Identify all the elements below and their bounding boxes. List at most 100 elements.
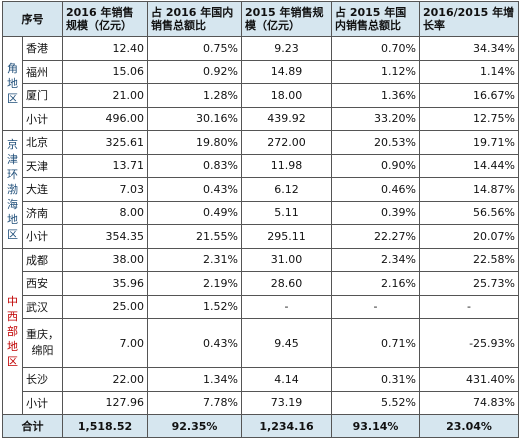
region-name: 京津环渤海地区 (7, 137, 18, 241)
header-seq: 序号 (2, 1, 63, 37)
sales-2016-cell: 13.71 (62, 153, 148, 178)
table-row: 角地区 香港 12.40 0.75% 9.23 0.70% 34.34% (2, 36, 519, 131)
header-2015-share: 占 2015 年国内销售总额比 (331, 1, 420, 37)
share-2015-cell: 2.34% (331, 247, 420, 272)
sales-2015-cell: 9.23 (241, 36, 332, 61)
city-cell: 小计 (22, 390, 63, 415)
growth-cell: 25.73% (419, 271, 519, 296)
table-row: 济南 8.00 0.49% 5.11 0.39% 56.56% (3, 200, 519, 225)
growth-cell: 34.34% (419, 36, 519, 61)
sales-2015-cell: 73.19 (241, 390, 332, 415)
share-2016-cell: 7.78% (147, 390, 242, 415)
table-row: 厦门 21.00 1.28% 18.00 1.36% 16.67% (3, 83, 519, 108)
sales-2015-cell: 14.89 (241, 59, 332, 84)
share-2016-cell: 1.52% (147, 294, 242, 319)
sales-2015-cell: 28.60 (241, 271, 332, 296)
city-cell: 福州 (22, 59, 63, 84)
sales-2015-cell: 31.00 (241, 247, 332, 272)
city-cell: 天津 (22, 153, 63, 178)
sales-2015-cell: 295.11 (241, 224, 332, 249)
growth-cell: 12.75% (419, 106, 519, 131)
total-label: 合计 (2, 414, 63, 438)
sales-2016-cell: 12.40 (62, 36, 148, 61)
region-label: 角地区 (2, 36, 23, 131)
share-2016-cell: 0.75% (147, 36, 242, 61)
city-cell: 小计 (22, 106, 63, 131)
table-row: 西安 35.96 2.19% 28.60 2.16% 25.73% (3, 271, 519, 296)
share-2015-cell: 5.52% (331, 390, 420, 415)
sales-2015-cell: 18.00 (241, 83, 332, 108)
table-row: 京津环渤海地区 北京 325.61 19.80% 272.00 20.53% 1… (2, 130, 519, 249)
sales-2016-cell: 325.61 (62, 130, 148, 155)
growth-cell: 16.67% (419, 83, 519, 108)
growth-cell: 14.87% (419, 177, 519, 202)
share-2015-cell: 33.20% (331, 106, 420, 131)
growth-cell: 19.71% (419, 130, 519, 155)
sales-2016-cell: 354.35 (62, 224, 148, 249)
share-2016-cell: 0.83% (147, 153, 242, 178)
sales-2016-cell: 21.00 (62, 83, 148, 108)
sales-2015-cell: 11.98 (241, 153, 332, 178)
header-2015-sales: 2015 年销售规模（亿元） (241, 1, 332, 37)
subtotal-row: 小计 127.96 7.78% 73.19 5.52% 74.83% (3, 390, 519, 415)
table-row: 天津 13.71 0.83% 11.98 0.90% 14.44% (3, 153, 519, 178)
subtotal-row: 小计 496.00 30.16% 439.92 33.20% 12.75% (3, 106, 519, 131)
city-cell: 厦门 (22, 83, 63, 108)
share-2015-cell: 0.71% (331, 318, 420, 368)
share-2016-cell: 1.28% (147, 83, 242, 108)
city-cell: 小计 (22, 224, 63, 249)
city-cell: 济南 (22, 200, 63, 225)
total-sales-2016: 1,518.52 (62, 414, 148, 438)
share-2015-cell: - (331, 294, 420, 319)
city-cell: 大连 (22, 177, 63, 202)
sales-2015-cell: 439.92 (241, 106, 332, 131)
share-2015-cell: 1.12% (331, 59, 420, 84)
growth-cell: 74.83% (419, 390, 519, 415)
header-growth: 2016/2015 年增长率 (419, 1, 519, 37)
growth-cell: 20.07% (419, 224, 519, 249)
sales-2016-cell: 25.00 (62, 294, 148, 319)
share-2016-cell: 2.19% (147, 271, 242, 296)
city-cell: 北京 (22, 130, 63, 155)
total-growth: 23.04% (419, 414, 519, 438)
sales-2016-cell: 496.00 (62, 106, 148, 131)
share-2016-cell: 21.55% (147, 224, 242, 249)
city-cell: 长沙 (22, 367, 63, 392)
sales-2016-cell: 8.00 (62, 200, 148, 225)
growth-cell: 56.56% (419, 200, 519, 225)
share-2016-cell: 0.43% (147, 177, 242, 202)
total-share-2015: 93.14% (331, 414, 420, 438)
city-cell: 西安 (22, 271, 63, 296)
sales-2015-cell: 272.00 (241, 130, 332, 155)
share-2015-cell: 0.39% (331, 200, 420, 225)
sales-2016-cell: 15.06 (62, 59, 148, 84)
subtotal-row: 小计 354.35 21.55% 295.11 22.27% 20.07% (3, 224, 519, 249)
share-2016-cell: 2.31% (147, 247, 242, 272)
city-cell: 武汉 (22, 294, 63, 319)
sales-2015-cell: 4.14 (241, 367, 332, 392)
share-2015-cell: 2.16% (331, 271, 420, 296)
growth-cell: -25.93% (419, 318, 519, 368)
growth-cell: 22.58% (419, 247, 519, 272)
share-2015-cell: 22.27% (331, 224, 420, 249)
share-2016-cell: 1.34% (147, 367, 242, 392)
share-2016-cell: 0.92% (147, 59, 242, 84)
sales-2016-cell: 127.96 (62, 390, 148, 415)
growth-cell: 1.14% (419, 59, 519, 84)
share-2015-cell: 0.90% (331, 153, 420, 178)
share-2016-cell: 0.49% (147, 200, 242, 225)
growth-cell: 14.44% (419, 153, 519, 178)
sales-2016-cell: 7.00 (62, 318, 148, 368)
table-row: 长沙 22.00 1.34% 4.14 0.31% 431.40% (3, 367, 519, 392)
share-2016-cell: 0.43% (147, 318, 242, 368)
city-cell: 重庆，绵阳 (22, 318, 63, 368)
total-sales-2015: 1,234.16 (241, 414, 332, 438)
sales-2015-cell: 5.11 (241, 200, 332, 225)
sales-2016-cell: 35.96 (62, 271, 148, 296)
share-2016-cell: 19.80% (147, 130, 242, 155)
share-2015-cell: 1.36% (331, 83, 420, 108)
region-label: 京津环渤海地区 (2, 130, 23, 249)
share-2016-cell: 30.16% (147, 106, 242, 131)
sales-2015-cell: 6.12 (241, 177, 332, 202)
